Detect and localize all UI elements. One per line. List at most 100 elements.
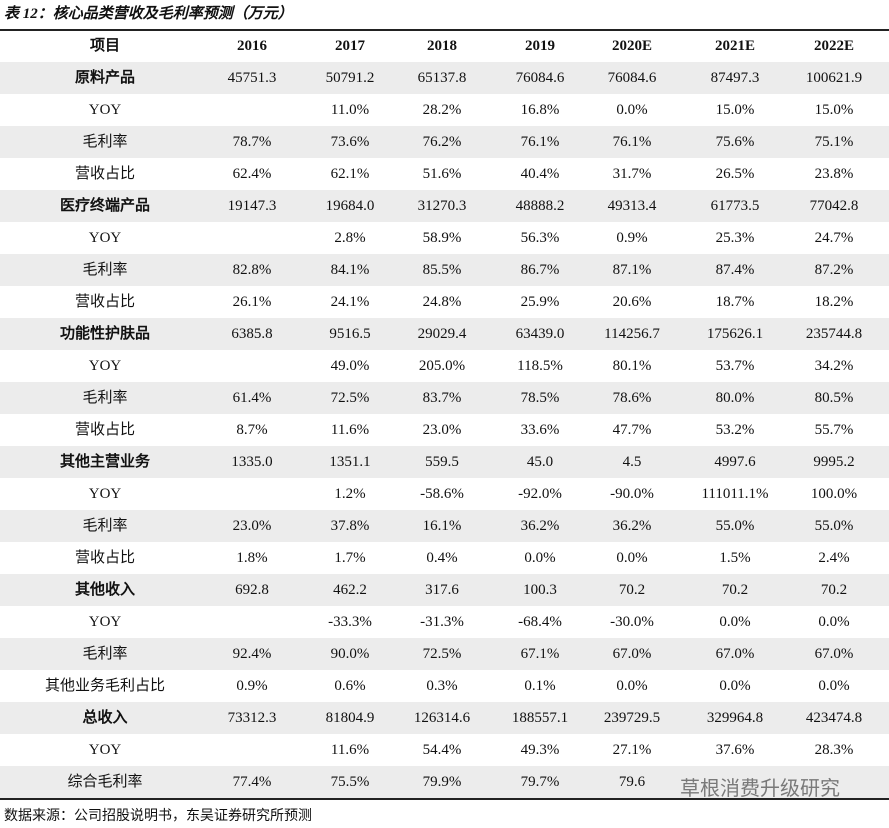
column-header: 2020E: [611, 38, 652, 54]
bottom-rule: [0, 798, 889, 800]
sub-row: 其他业务毛利占比 0.9% 0.6% 0.3% 0.1% 0.0% 0.0% 0.0%: [0, 670, 889, 702]
value-cell: 0.0%: [719, 678, 751, 694]
value-cell: 423474.8: [805, 710, 863, 726]
value-cell: 73312.3: [227, 710, 277, 726]
value-cell: 1.5%: [719, 550, 751, 566]
group-row: 医疗终端产品 19147.3 19684.0 31270.3 48888.2 49313.…: [0, 190, 889, 222]
value-cell: 79.9%: [422, 774, 462, 790]
value-cell: 25.3%: [715, 230, 755, 246]
value-cell: 100.3: [523, 582, 557, 598]
value-cell: 47.7%: [612, 422, 652, 438]
value-cell: 111011.1%: [701, 486, 769, 502]
value-cell: 114256.7: [604, 326, 660, 342]
value-cell: 11.6%: [330, 422, 370, 438]
group-label: 总收入: [82, 710, 128, 726]
sub-row: YOY 1.2% -58.6% -92.0% -90.0% 111011.1% 100.0%: [0, 478, 889, 510]
value-cell: 31.7%: [612, 166, 652, 182]
row-label: 毛利率: [82, 262, 128, 278]
column-header: 2017: [335, 38, 365, 54]
value-cell: 2.4%: [818, 550, 850, 566]
column-header: 2018: [427, 38, 457, 54]
sub-row: 营收占比 26.1% 24.1% 24.8% 25.9% 20.6% 18.7% 18.2%: [0, 286, 889, 318]
sub-row: 毛利率 23.0% 37.8% 16.1% 36.2% 36.2% 55.0% 55.0%: [0, 510, 889, 542]
top-rule: [0, 29, 889, 31]
value-cell: 54.4%: [422, 742, 462, 758]
value-cell: 76.2%: [422, 134, 462, 150]
value-cell: 100621.9: [805, 70, 863, 86]
value-cell: 26.5%: [715, 166, 755, 182]
value-cell: 78.7%: [232, 134, 272, 150]
value-cell: -58.6%: [420, 486, 464, 502]
row-label: 营收占比: [74, 294, 135, 310]
value-cell: 0.9%: [236, 678, 268, 694]
row-label: 毛利率: [82, 390, 128, 406]
value-cell: 19147.3: [227, 198, 277, 214]
group-row: 总收入 73312.3 81804.9 126314.6 188557.1 239729.…: [0, 702, 889, 734]
value-cell: 188557.1: [511, 710, 569, 726]
value-cell: 82.8%: [232, 262, 272, 278]
value-cell: 76.1%: [612, 134, 652, 150]
value-cell: 49313.4: [607, 198, 657, 214]
value-cell: 86.7%: [520, 262, 560, 278]
value-cell: 4997.6: [714, 454, 756, 470]
value-cell: 0.1%: [524, 678, 556, 694]
value-cell: -90.0%: [610, 486, 654, 502]
value-cell: 79.6: [618, 774, 646, 790]
group-row: 原料产品 45751.3 50791.2 65137.8 76084.6 76084.6 8…: [0, 62, 889, 94]
sub-row: 营收占比 8.7% 11.6% 23.0% 33.6% 47.7% 53.2% 55.7%: [0, 414, 889, 446]
row-label: YOY: [88, 486, 122, 502]
value-cell: 53.7%: [715, 358, 755, 374]
group-label: 其他主营业务: [59, 454, 150, 470]
value-cell: 73.6%: [330, 134, 370, 150]
value-cell: 61773.5: [710, 198, 760, 214]
value-cell: 85.5%: [422, 262, 462, 278]
value-cell: 62.1%: [330, 166, 370, 182]
sub-row: 毛利率 61.4% 72.5% 83.7% 78.5% 78.6% 80.0% 80.5%: [0, 382, 889, 414]
value-cell: 692.8: [235, 582, 269, 598]
value-cell: 1335.0: [231, 454, 273, 470]
value-cell: 67.1%: [520, 646, 560, 662]
source-note: 数据来源：公司招股说明书，东吴证券研究所预测: [4, 809, 312, 824]
value-cell: 75.6%: [715, 134, 755, 150]
row-label: 营收占比: [74, 550, 135, 566]
value-cell: 87497.3: [710, 70, 760, 86]
value-cell: 67.0%: [612, 646, 652, 662]
value-cell: 34.2%: [814, 358, 854, 374]
value-cell: 27.1%: [612, 742, 652, 758]
value-cell: 4.5: [622, 454, 642, 470]
value-cell: 76084.6: [607, 70, 657, 86]
group-row: 其他收入 692.8 462.2 317.6 100.3 70.2 70.2 70.2: [0, 574, 889, 606]
value-cell: 36.2%: [612, 518, 652, 534]
column-header: 项目: [89, 38, 120, 54]
value-cell: 70.2: [820, 582, 848, 598]
row-label: 毛利率: [82, 518, 128, 534]
value-cell: -92.0%: [518, 486, 562, 502]
value-cell: 18.2%: [814, 294, 854, 310]
value-cell: 55.0%: [814, 518, 854, 534]
group-label: 原料产品: [74, 70, 135, 86]
value-cell: 317.6: [425, 582, 459, 598]
value-cell: 87.4%: [715, 262, 755, 278]
value-cell: 77042.8: [809, 198, 859, 214]
value-cell: 65137.8: [417, 70, 467, 86]
value-cell: 23.0%: [232, 518, 272, 534]
value-cell: 1.7%: [334, 550, 366, 566]
value-cell: 92.4%: [232, 646, 272, 662]
row-label: YOY: [88, 614, 122, 630]
value-cell: 75.5%: [330, 774, 370, 790]
row-label: 毛利率: [82, 134, 128, 150]
value-cell: 40.4%: [520, 166, 560, 182]
value-cell: 11.0%: [330, 102, 370, 118]
value-cell: 55.0%: [715, 518, 755, 534]
value-cell: 48888.2: [515, 198, 565, 214]
value-cell: 239729.5: [603, 710, 661, 726]
value-cell: 0.4%: [426, 550, 458, 566]
value-cell: 62.4%: [232, 166, 272, 182]
group-label: 医疗终端产品: [59, 198, 150, 214]
value-cell: 24.7%: [814, 230, 854, 246]
value-cell: 26.1%: [232, 294, 272, 310]
value-cell: 70.2: [618, 582, 646, 598]
value-cell: 90.0%: [330, 646, 370, 662]
value-cell: 72.5%: [330, 390, 370, 406]
